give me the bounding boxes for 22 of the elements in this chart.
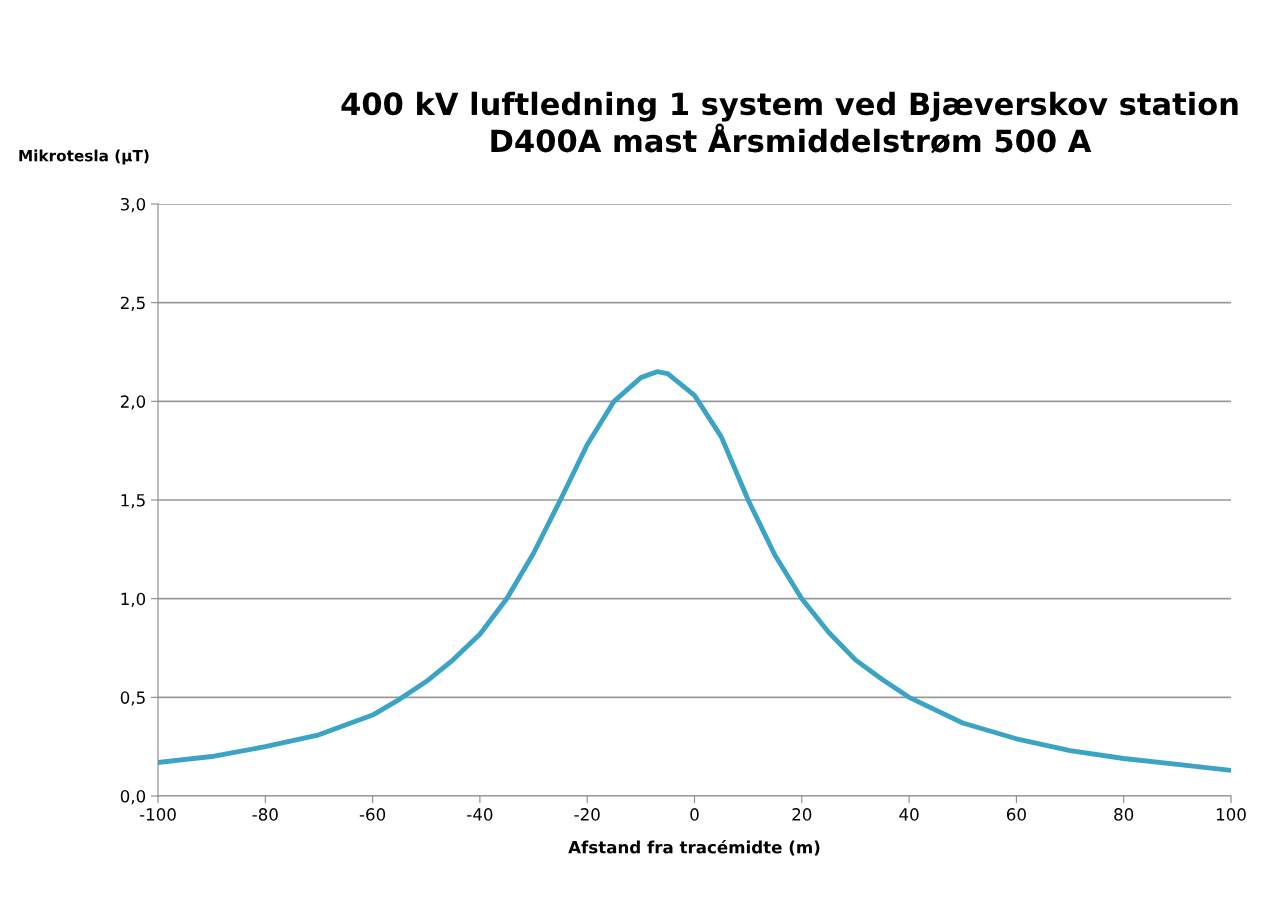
x-tick-label: 80	[1114, 808, 1134, 821]
x-tick-label: -80	[252, 808, 278, 821]
x-tick-label: -100	[139, 808, 176, 821]
y-tick-label: 0,5	[120, 691, 145, 706]
y-tick-label: 2,5	[120, 296, 145, 311]
x-tick-label: 0	[690, 808, 699, 821]
y-tick-label: 1,5	[121, 494, 145, 509]
y-tick-label: 1,0	[121, 592, 146, 607]
x-tick-label: 20	[792, 808, 812, 821]
y-tick-label: 0,0	[120, 789, 146, 805]
x-tick-label: -20	[574, 808, 600, 821]
x-tick-label: 40	[899, 808, 919, 821]
x-tick-label: -40	[467, 808, 493, 821]
y-tick-label: 2,0	[120, 395, 146, 410]
line-series	[158, 369, 1231, 773]
x-tick-label: -60	[359, 808, 386, 821]
x-tick-label: 100	[1216, 808, 1246, 821]
chart-title: 400 kV luftledning 1 system ved Bjæverskov station D400A mast Årsmiddelstrøm 500 A	[341, 91, 1238, 154]
y-axis-title: Mikrotesla (µT)	[19, 149, 149, 165]
x-axis-title: Afstand fra tracémidte (m)	[568, 839, 820, 856]
y-tick-label: 3,0	[120, 197, 146, 213]
x-tick-label: 60	[1006, 808, 1026, 821]
